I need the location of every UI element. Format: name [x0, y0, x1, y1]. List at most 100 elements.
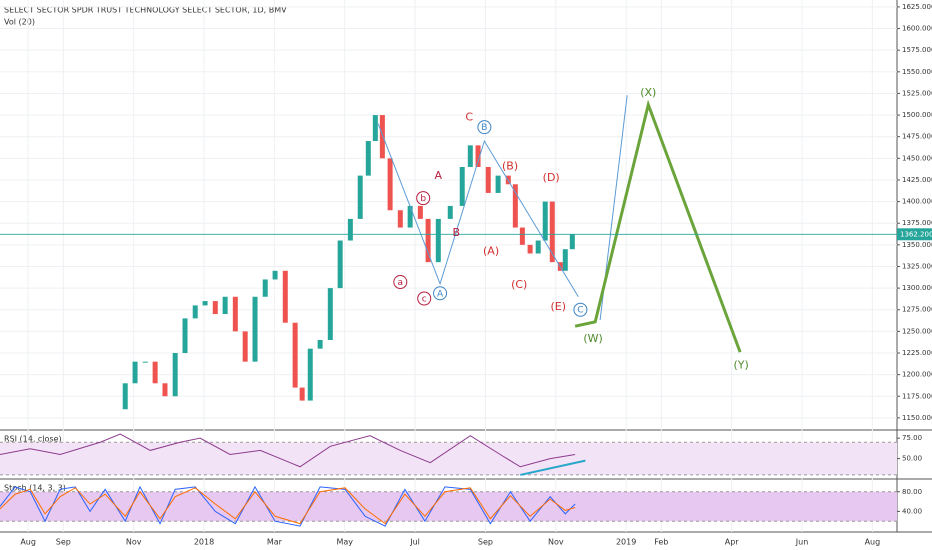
y-tick-label: 1375.000 [902, 219, 932, 227]
stoch-label: Stoch (14, 3, 3) [4, 484, 66, 493]
x-tick-label: Feb [654, 538, 668, 547]
wave-label: c [422, 294, 427, 304]
line [574, 99, 742, 353]
y-tick-label: 1575.000 [902, 46, 932, 54]
candle [435, 218, 441, 263]
candle [372, 115, 378, 142]
candle [495, 175, 501, 193]
wave-label: C [577, 306, 583, 316]
candle [299, 387, 305, 401]
candle [252, 296, 258, 362]
candle [562, 249, 568, 271]
wave-label: (A) [483, 244, 499, 257]
y-tick-label: 1250.000 [902, 327, 932, 335]
y-tick-label: 1450.000 [902, 154, 932, 162]
x-tick-label: Aug [865, 538, 881, 547]
wave-circle [393, 275, 408, 290]
wave-label: A [435, 169, 443, 182]
wave-label: a [398, 278, 404, 288]
wave-label: (C) [511, 278, 527, 291]
candle [317, 340, 323, 349]
x-tick-label: Nov [126, 538, 142, 547]
candle [549, 201, 555, 263]
candle [282, 270, 288, 323]
x-tick-label: 2019 [616, 538, 636, 547]
wave-circle [417, 291, 432, 306]
line [520, 459, 586, 476]
candle [357, 175, 363, 219]
y-tick-label: 1225.000 [902, 349, 932, 357]
candle [132, 361, 138, 384]
candle [425, 218, 431, 263]
candle [222, 296, 228, 315]
candle [485, 166, 491, 193]
y-tick-label: 1400.000 [902, 198, 932, 206]
x-tick-label: Sep [56, 538, 71, 547]
band [0, 491, 897, 522]
last-price-tag [897, 228, 932, 241]
volume-label: Vol (20) [4, 18, 35, 27]
wave-label: (W) [583, 332, 602, 345]
wave-circle [416, 191, 431, 206]
last-price-label: 1362.200 [900, 230, 932, 238]
y-tick-label: 1475.000 [902, 133, 932, 141]
wave-label: A [437, 289, 444, 299]
candle [475, 145, 481, 167]
wave-label: (B) [502, 160, 518, 173]
wave-label: C [465, 110, 473, 123]
x-tick-label: Mar [267, 538, 283, 547]
candle [519, 227, 525, 245]
wave-circle [573, 302, 588, 317]
wave-label: (E) [550, 300, 566, 313]
y-tick-label: 1275.000 [902, 306, 932, 314]
x-tick-label: Jul [409, 538, 420, 547]
candle [447, 205, 453, 219]
candle [535, 240, 541, 254]
x-tick-label: Apr [725, 538, 740, 547]
candle [192, 305, 198, 319]
y-tick-label: 1300.000 [902, 284, 932, 292]
candle [292, 322, 298, 388]
candle [569, 234, 575, 250]
wave-circle [433, 286, 448, 301]
x-tick-label: May [336, 538, 353, 547]
y-tick-label: 75.00 [902, 434, 922, 442]
candle [397, 210, 403, 228]
y-tick-label: 80.00 [902, 488, 922, 496]
y-tick-label: 1625.000 [902, 3, 932, 11]
candle [272, 270, 278, 280]
line [0, 433, 576, 468]
y-tick-label: 1600.000 [902, 25, 932, 33]
candle [407, 205, 413, 228]
y-tick-label: 1150.000 [902, 414, 932, 422]
candle [162, 383, 168, 397]
line [0, 487, 576, 525]
candle [262, 279, 268, 297]
wave-label: B [452, 226, 460, 239]
y-tick-label: 1175.000 [902, 392, 932, 400]
rsi-label: RSI (14, close) [4, 435, 62, 444]
candle [202, 301, 208, 306]
candle [152, 361, 158, 384]
candle [379, 115, 385, 159]
y-tick-label: 50.00 [902, 455, 922, 463]
candle [387, 158, 393, 211]
x-tick-label: 2018 [194, 538, 214, 547]
wave-label: (X) [640, 86, 656, 99]
candle [467, 145, 473, 167]
candle [347, 218, 353, 241]
candle [212, 301, 218, 315]
candle [242, 331, 248, 362]
candle [182, 318, 188, 353]
candle [172, 352, 178, 397]
band [0, 442, 897, 475]
chart-title: SELECT SECTOR SPDR TRUST TECHNOLOGY SELE… [4, 6, 287, 15]
candle [512, 184, 518, 228]
candle [365, 141, 371, 176]
candle [307, 348, 313, 401]
candle [527, 244, 533, 254]
candle [542, 201, 548, 241]
wave-label: b [420, 194, 426, 204]
wave-label: (Y) [734, 359, 749, 372]
